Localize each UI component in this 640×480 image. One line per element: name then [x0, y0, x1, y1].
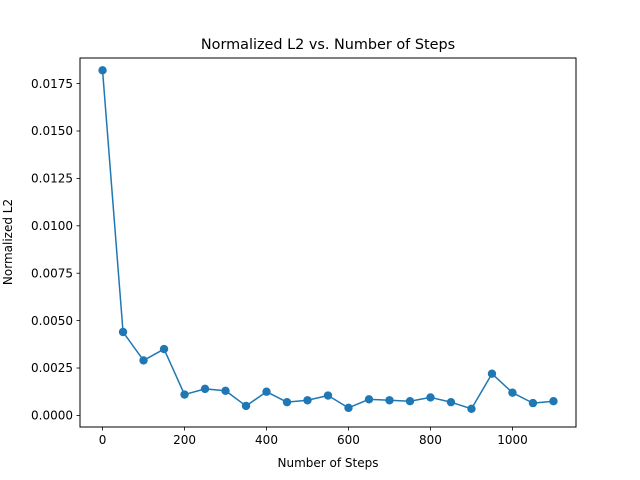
- y-tick-label: 0.0100: [31, 219, 73, 233]
- x-tick-label: 1000: [497, 433, 528, 447]
- data-point: [118, 327, 128, 337]
- data-point: [180, 390, 189, 399]
- chart-title: Normalized L2 vs. Number of Steps: [201, 37, 455, 53]
- x-tick-label: 200: [173, 433, 196, 447]
- data-point: [221, 386, 230, 395]
- axes-spines: [79, 57, 577, 428]
- data-point: [98, 66, 107, 75]
- data-point: [426, 393, 435, 402]
- x-tick-label: 400: [255, 433, 278, 447]
- data-point: [139, 356, 148, 365]
- x-axis-label: Number of Steps: [278, 456, 379, 470]
- x-tick-label: 600: [337, 433, 360, 447]
- data-point: [446, 397, 456, 407]
- data-point: [200, 384, 210, 394]
- y-tick-label: 0.0075: [31, 266, 73, 280]
- y-tick-label: 0.0125: [31, 172, 73, 186]
- data-point: [344, 403, 353, 413]
- y-axis-ticks: 0.0000 0.0025 0.0050 0.0075 0.0100 0.0125 0.01…: [31, 77, 80, 423]
- y-tick-label: 0.0050: [31, 314, 73, 328]
- y-tick-label: 0.0150: [31, 124, 73, 138]
- axes-frame: [79, 57, 577, 428]
- x-tick-label: 800: [419, 433, 442, 447]
- data-point: [262, 387, 271, 396]
- series-layer: [98, 66, 558, 413]
- plot-area: 0 200 400 600 800 1000 0.00000.00250.00500.00…: [31, 57, 577, 447]
- data-point: [303, 396, 312, 405]
- x-tick-label: 0: [99, 433, 107, 447]
- data-point: [159, 344, 169, 354]
- y-tick-label: 0.0025: [31, 361, 73, 375]
- data-point: [467, 404, 476, 413]
- data-point: [405, 397, 415, 406]
- data-point: [385, 396, 394, 405]
- data-point: [487, 369, 497, 378]
- data-point: [508, 388, 517, 397]
- data-point: [549, 397, 558, 406]
- y-tick-label: 0.0175: [31, 77, 73, 91]
- data-point: [364, 395, 374, 404]
- data-point: [528, 398, 538, 408]
- y-tick-label: 0.0000: [31, 409, 73, 423]
- x-axis-ticks: 0 200 400 600 800 1000: [99, 427, 528, 447]
- y-axis-label: Normalized L2: [1, 199, 15, 285]
- data-point: [323, 391, 333, 400]
- data-point: [282, 397, 292, 407]
- data-point: [241, 401, 251, 411]
